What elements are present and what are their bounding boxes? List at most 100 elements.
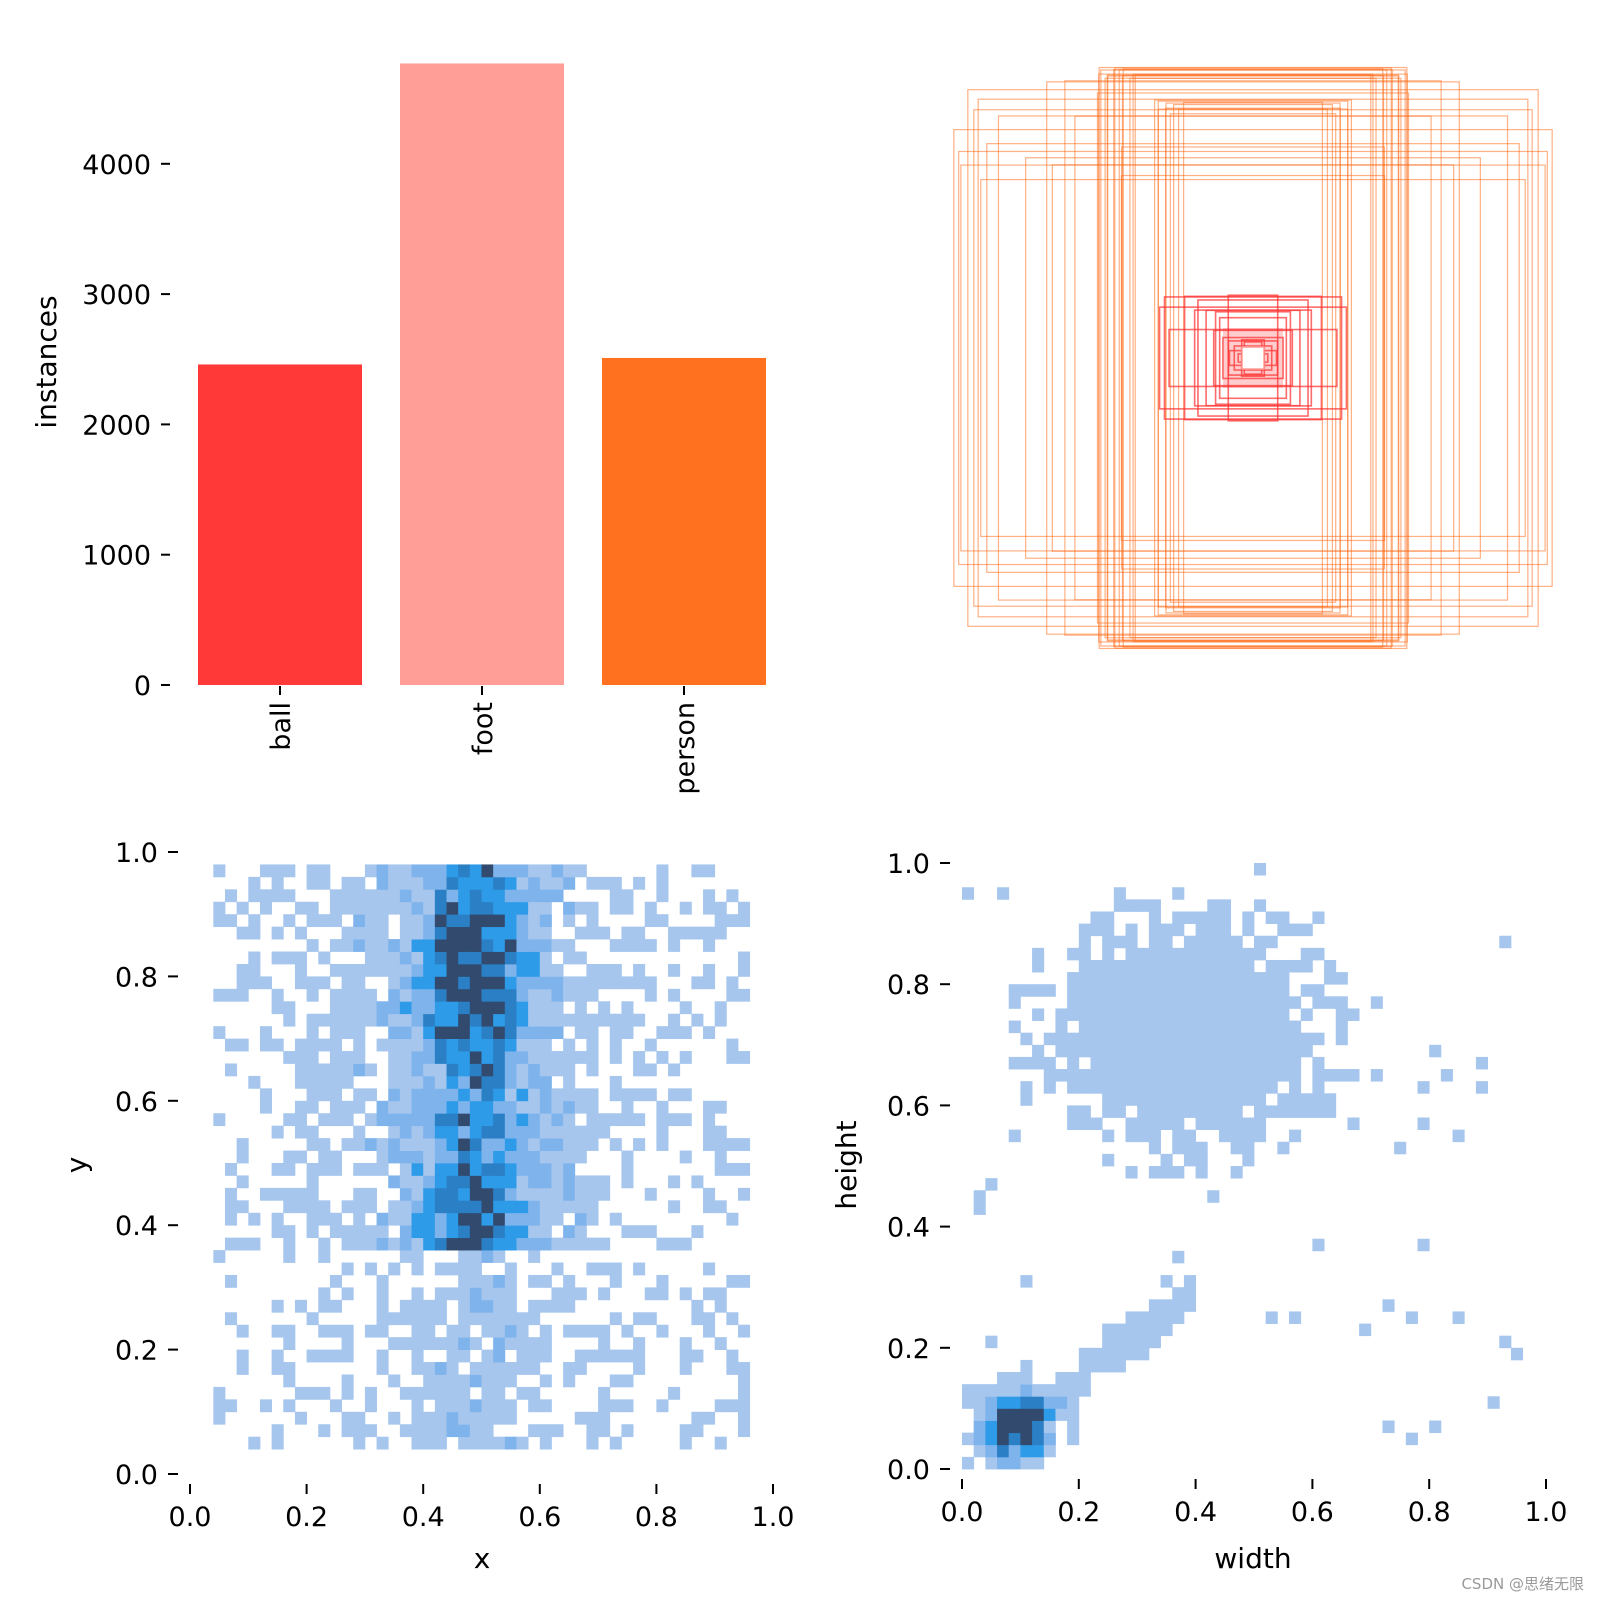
xy-cell: [248, 976, 261, 990]
xy-cell: [434, 1312, 447, 1326]
xy-cell: [469, 1088, 482, 1102]
wh-cell: [1032, 1396, 1045, 1409]
xy-cell: [411, 1038, 424, 1052]
xy-cell: [376, 1274, 389, 1288]
wh-cell: [1218, 1129, 1232, 1143]
xy-cell: [469, 1436, 482, 1450]
xy-cell: [434, 1212, 447, 1226]
xy-cell: [318, 876, 331, 890]
wh-cell: [1148, 1056, 1161, 1070]
xy-cell: [364, 926, 377, 940]
wh-cell: [1020, 1432, 1033, 1446]
xy-cell: [714, 926, 727, 940]
xy-cell: [353, 1237, 366, 1251]
xy-cell: [539, 1063, 552, 1077]
xy-cell: [551, 876, 564, 890]
wh-cell: [1032, 1420, 1045, 1434]
xy-cell: [434, 1225, 447, 1239]
xy-cell: [458, 926, 471, 940]
xy-cell: [446, 1187, 459, 1201]
wh-cell: [1335, 1069, 1348, 1082]
wh-cell: [1254, 1056, 1267, 1070]
xy-cell: [411, 1237, 424, 1251]
xy-cell: [586, 1424, 599, 1438]
xy-cell: [586, 1411, 599, 1425]
xy-cell: [668, 963, 681, 977]
xy-cell: [283, 1250, 296, 1263]
wh-cell: [1125, 935, 1138, 949]
xy-cell: [353, 1088, 366, 1102]
wh-cell: [1078, 1347, 1091, 1361]
xy-cell: [388, 1100, 401, 1114]
wh-cell: [1254, 899, 1267, 912]
xy-cell: [493, 901, 506, 915]
xy-cell: [376, 889, 389, 903]
wh-cell: [973, 1202, 986, 1215]
wh-cell: [1382, 1420, 1395, 1434]
xy-cell: [283, 864, 296, 878]
xy-cell: [679, 1001, 692, 1015]
xy-cell: [434, 976, 447, 990]
xy-cell: [458, 1026, 471, 1039]
wh-cell: [1254, 1032, 1267, 1046]
xy-cell: [539, 1001, 552, 1015]
xy-cell: [318, 1212, 331, 1226]
xy-cell: [563, 988, 576, 1002]
xy-cell: [493, 1175, 506, 1189]
wh-cell: [1207, 984, 1220, 997]
xy-cell: [714, 1001, 727, 1015]
xy-cell: [341, 1324, 354, 1338]
xy-cell: [399, 939, 412, 952]
wh-cell: [1020, 1056, 1033, 1070]
xy-cell: [609, 939, 622, 952]
wh-cell: [1195, 1069, 1208, 1082]
xy-cell: [399, 926, 412, 940]
wh-cell: [1207, 935, 1220, 949]
xy-cell: [411, 1386, 424, 1400]
xy-cell: [586, 1349, 599, 1363]
xy-cell: [528, 963, 541, 977]
xy-cell: [598, 926, 611, 940]
wh-cell: [1277, 1056, 1290, 1070]
wh-cell: [1207, 1105, 1220, 1118]
wh-cell: [1230, 947, 1243, 961]
xy-cell: [504, 1125, 517, 1139]
xy-cell: [283, 1013, 296, 1027]
xy-cell: [598, 1424, 611, 1438]
xy-cell: [528, 1399, 541, 1413]
y-tick-label-2: 2000: [82, 410, 151, 441]
xy-cell: [621, 1324, 634, 1338]
xy-cell: [714, 1163, 727, 1176]
wh-cell: [1020, 1396, 1033, 1409]
xy-cell: [423, 926, 436, 940]
wh-cell: [1183, 1153, 1196, 1167]
wh-cell: [1113, 887, 1126, 900]
xy-cell: [353, 988, 366, 1002]
xy-cell: [504, 914, 517, 928]
xy-cell: [516, 1013, 529, 1027]
xy-cell: [271, 1436, 284, 1450]
xy-cell: [411, 1026, 424, 1039]
xy-cell: [738, 1138, 751, 1151]
xy-cell: [446, 1399, 459, 1413]
xy-cell: [411, 1088, 424, 1102]
box-ball-1: [1233, 345, 1273, 371]
xy-cell: [446, 1063, 459, 1077]
wh-cell: [1183, 947, 1196, 961]
xy-cell: [528, 1100, 541, 1114]
xy-cell: [586, 914, 599, 928]
xy-cell: [609, 1138, 622, 1151]
xy-cell: [469, 1200, 482, 1214]
xy-cell: [504, 1163, 517, 1176]
wh-cell: [1078, 984, 1091, 997]
xy-cell: [504, 1324, 517, 1338]
wh-cell: [1277, 1044, 1290, 1058]
xy-cell: [411, 1312, 424, 1326]
xy-cell: [633, 1113, 646, 1127]
xy-cell: [493, 1225, 506, 1239]
xy-cell: [469, 963, 482, 977]
xy-cell: [469, 926, 482, 940]
wh-cell: [1008, 1432, 1021, 1446]
xy-cell: [423, 914, 436, 928]
xy-cell: [504, 1374, 517, 1388]
